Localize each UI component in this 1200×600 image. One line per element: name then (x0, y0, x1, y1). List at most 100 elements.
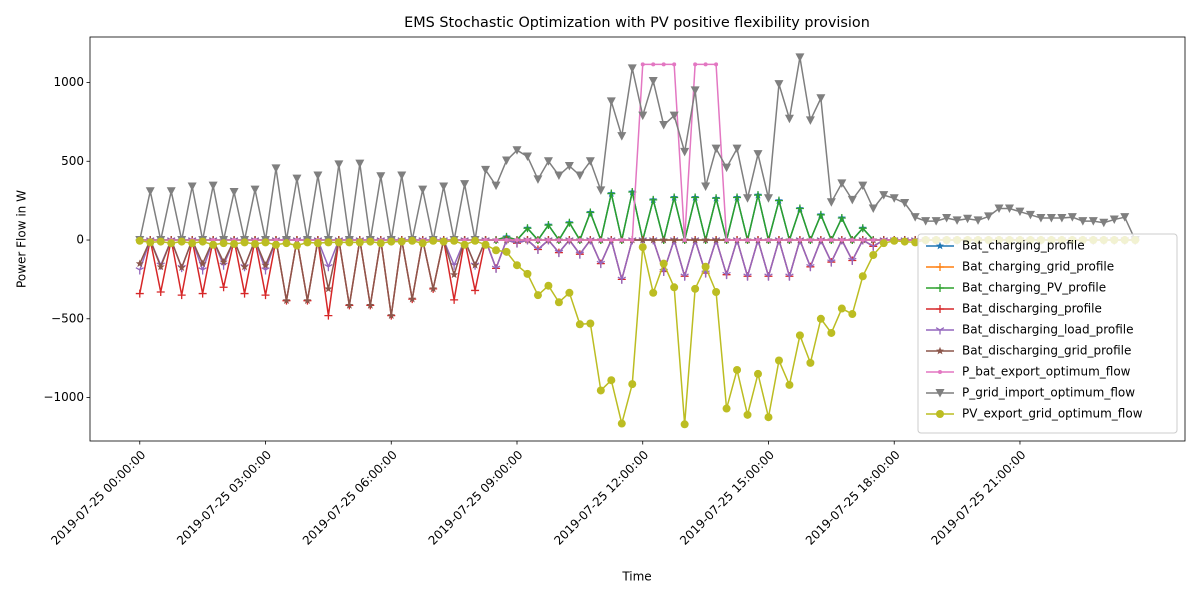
marker (754, 191, 763, 200)
marker (711, 144, 721, 154)
marker (585, 157, 595, 166)
marker (900, 237, 909, 246)
marker (282, 239, 291, 248)
marker (418, 239, 427, 248)
marker (376, 172, 386, 181)
marker (554, 249, 564, 258)
marker (649, 195, 658, 204)
marker (628, 380, 637, 389)
marker (743, 410, 752, 419)
marker (512, 261, 521, 270)
marker (638, 111, 648, 121)
marker (366, 237, 375, 246)
marker (460, 240, 469, 249)
marker (889, 194, 899, 203)
marker (691, 284, 700, 293)
marker (659, 121, 669, 130)
marker (936, 284, 944, 292)
marker (764, 273, 773, 281)
marker (366, 301, 375, 309)
marker (680, 420, 689, 429)
legend-label: Bat_discharging_grid_profile (962, 344, 1131, 358)
marker (135, 259, 144, 268)
marker (732, 144, 742, 154)
marker (491, 181, 501, 191)
marker (754, 369, 763, 378)
marker (858, 224, 867, 233)
marker (649, 235, 658, 244)
marker (586, 319, 595, 328)
marker (324, 263, 333, 272)
marker (669, 111, 679, 121)
marker (640, 62, 645, 67)
marker (543, 157, 553, 166)
marker (784, 114, 794, 124)
marker (313, 171, 323, 180)
marker (504, 238, 509, 243)
marker (722, 271, 731, 280)
marker (701, 262, 710, 271)
legend: Bat_charging_profile Bat_charging_grid_pr… (917, 233, 1178, 434)
marker (1109, 215, 1119, 225)
marker (492, 246, 501, 255)
marker (701, 182, 711, 191)
marker (471, 261, 480, 269)
marker (418, 185, 428, 195)
marker (936, 410, 944, 418)
marker (1057, 213, 1067, 223)
marker (271, 240, 280, 249)
marker (294, 238, 299, 243)
marker (577, 238, 582, 243)
marker (797, 238, 802, 243)
marker (494, 238, 499, 243)
marker (324, 311, 333, 320)
marker (900, 199, 910, 208)
marker (806, 358, 815, 367)
marker (324, 284, 333, 293)
legend-box (917, 233, 1178, 434)
marker (240, 262, 249, 271)
marker (868, 204, 878, 214)
marker (743, 273, 752, 281)
marker (187, 182, 197, 191)
marker (818, 238, 823, 243)
marker (156, 262, 165, 271)
marker (733, 193, 742, 202)
marker (533, 175, 543, 184)
marker (627, 64, 637, 73)
marker (596, 260, 606, 269)
marker (198, 289, 207, 298)
marker (1036, 213, 1046, 223)
marker (261, 267, 270, 275)
marker (869, 243, 878, 251)
marker (712, 288, 721, 297)
marker (756, 238, 761, 243)
marker (429, 284, 438, 293)
legend-label: Bat_charging_PV_profile (962, 281, 1106, 295)
marker (680, 273, 689, 281)
marker (1067, 213, 1077, 222)
marker (554, 171, 564, 180)
marker (345, 301, 354, 309)
marker (471, 236, 480, 245)
marker (712, 194, 721, 203)
marker (429, 236, 438, 245)
marker (261, 238, 270, 247)
marker (376, 239, 385, 248)
marker (879, 191, 889, 200)
marker (303, 296, 312, 305)
marker (724, 238, 729, 243)
marker (387, 237, 396, 246)
marker (598, 238, 603, 243)
marker (229, 187, 239, 197)
marker (535, 238, 540, 243)
marker (533, 246, 543, 254)
marker (659, 259, 668, 268)
marker (145, 187, 155, 196)
marker (617, 276, 627, 284)
marker (271, 164, 281, 173)
y-tick-label: 500 (61, 154, 84, 168)
marker (303, 238, 312, 247)
y-tick-label: −500 (51, 311, 84, 325)
marker (938, 370, 942, 374)
